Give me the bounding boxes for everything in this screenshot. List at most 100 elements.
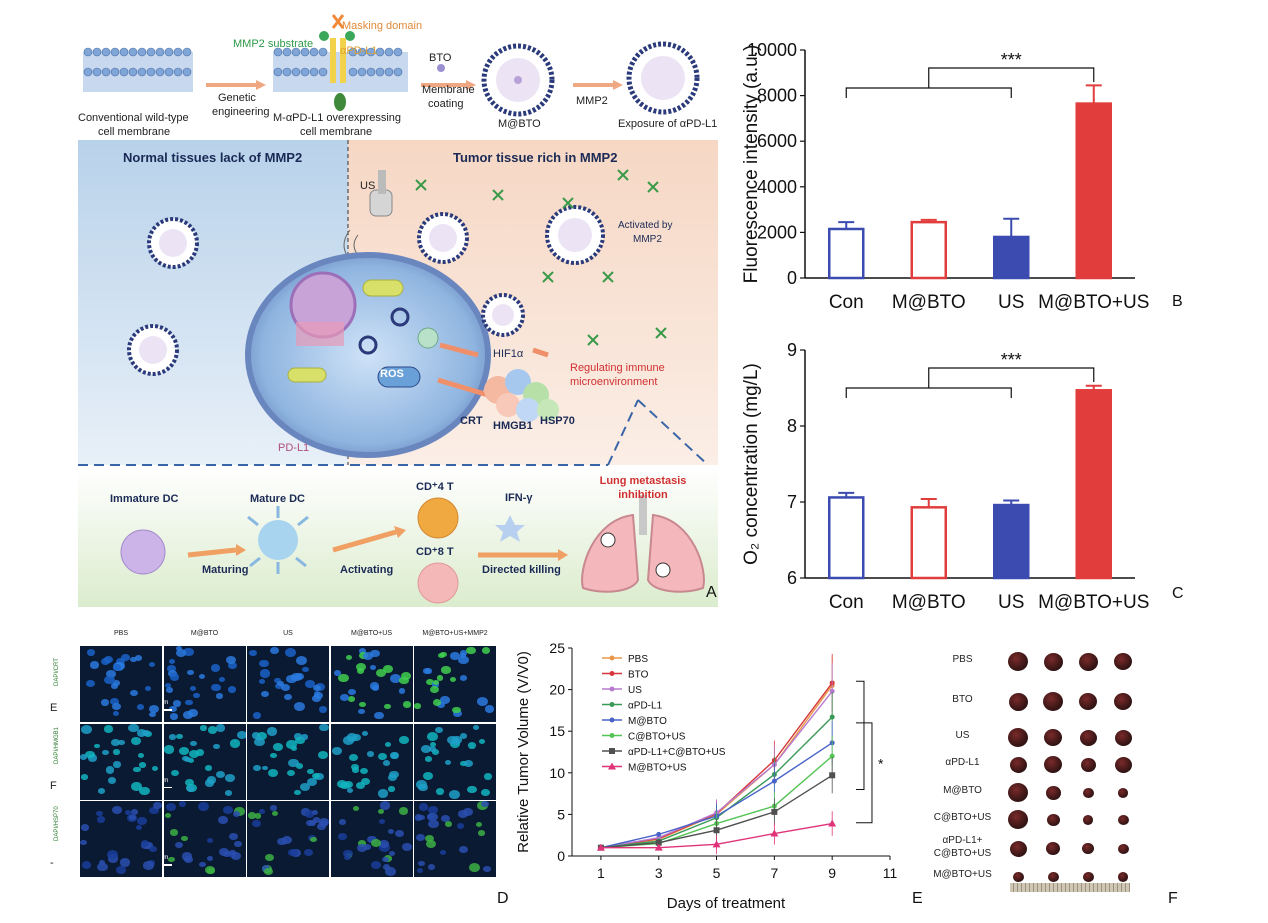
- label-us-schematic: US: [360, 180, 376, 192]
- chart-b-ylabel: Fluorescence intensity (a.u.): [741, 45, 762, 284]
- micro-scale-bar: [163, 786, 172, 788]
- micro-image: [330, 646, 413, 722]
- micro-image: [247, 646, 329, 722]
- tumor-group-label: US: [955, 730, 970, 741]
- chart-b-bar: [993, 235, 1030, 280]
- label-directed-killing: Directed killing: [482, 564, 561, 576]
- mbto-particle-top: [481, 43, 555, 117]
- chart-e-xtick-label: 3: [655, 865, 663, 881]
- label-genetic-2: engineering: [212, 106, 270, 118]
- mature-dc-icon: [247, 506, 309, 574]
- chart-e-xtick-label: 11: [883, 865, 898, 881]
- micro-column-label: US: [283, 630, 293, 637]
- chart-c-category-label: Con: [829, 592, 864, 613]
- ruler: [1010, 883, 1130, 892]
- tumor-sample: [1047, 871, 1059, 882]
- chart-b-category-label: US: [998, 292, 1024, 313]
- micro-row-letter: E: [50, 702, 58, 714]
- tumor-sample: [1008, 692, 1028, 711]
- micro-column-label: PBS: [113, 630, 128, 637]
- label-regulating-1: Regulating immune: [570, 362, 665, 374]
- label-exposure: Exposure of αPD-L1: [618, 118, 718, 130]
- tumor-sample: [1008, 810, 1028, 829]
- label-membrane-1: Membrane: [422, 84, 475, 96]
- chart-e-point: [829, 772, 836, 779]
- tumor-group-label: M@BTO+US: [933, 869, 992, 880]
- chart-c-significance-bracket: [845, 367, 1095, 398]
- chart-e-point: [829, 688, 835, 694]
- label-wildtype-1: Conventional wild-type: [78, 112, 189, 124]
- micro-image: 50 μm: [163, 801, 246, 877]
- micro-column-label: M@BTO: [190, 630, 219, 637]
- micro-stain-label: DAPI/HMGB1: [54, 726, 60, 764]
- chart-c-bar: [910, 506, 947, 580]
- chart-e-xtick-label: 9: [828, 865, 836, 881]
- tumor-sample: [1008, 783, 1028, 802]
- tumor-group-label: C@BTO+US: [933, 848, 992, 859]
- chart-e-xlabel: Days of treatment: [667, 895, 786, 912]
- chart-e-xtick-label: 5: [713, 865, 721, 881]
- tumor-group-label: PBS: [952, 654, 973, 665]
- panel-letter-e: E: [912, 890, 923, 907]
- micro-image: [414, 801, 496, 877]
- tumor-sample: [1080, 757, 1096, 772]
- label-hsp70: HSP70: [540, 415, 575, 427]
- panel-letter-b: B: [1172, 293, 1183, 310]
- tumor-sample: [1008, 728, 1028, 747]
- tumor-group-label: BTO: [952, 694, 973, 705]
- micro-image: [414, 646, 496, 722]
- tumor-sample: [1044, 729, 1062, 747]
- micro-image: 50 μm: [163, 723, 246, 800]
- micro-image: [330, 723, 413, 800]
- tumor-sample: [1082, 787, 1094, 798]
- panel-a-schematic: Conventional wild-type cell membrane Gen…: [78, 10, 718, 610]
- chart-e-point: [713, 827, 720, 834]
- chart-e-legend-label: M@BTO: [628, 716, 667, 727]
- micro-scale-bar: [163, 709, 172, 711]
- micro-image: [80, 801, 162, 877]
- micro-row-letter: -: [50, 857, 54, 869]
- chart-e-legend-marker: [609, 748, 615, 754]
- chart-c-ylabel: O₂ concentration (mg/L): [741, 363, 762, 565]
- chart-b-bar: [828, 227, 865, 280]
- tumor-sample: [1118, 788, 1128, 798]
- chart-e-xtick-label: 1: [597, 865, 605, 881]
- chart-b-ytick-label: 4000: [757, 177, 797, 197]
- tumor-photo-panel: PBS BTO US αPD-L1 M@BTO C@BTO+US αPD-L1+ C@BTO+…: [925, 638, 1175, 908]
- chart-e-legend-label: US: [628, 685, 642, 696]
- label-tumor-tissue: Tumor tissue rich in MMP2: [453, 150, 618, 165]
- label-wildtype-2: cell membrane: [98, 126, 171, 138]
- chart-b-ytick-label: 10000: [747, 40, 797, 60]
- chart-b-ytick-label: 8000: [757, 86, 797, 106]
- tumor-sample: [1078, 652, 1098, 671]
- micro-image: [414, 723, 496, 800]
- micro-stain-label: DAPI/HSP70: [54, 806, 60, 841]
- panel-letter-d: D: [497, 890, 509, 907]
- microscopy-grid: PBS M@BTO US M@BTO+US M@BTO+US+MMP2 E DAPI/CRT…: [50, 628, 500, 893]
- chart-e-ytick-label: 10: [549, 765, 565, 781]
- tumor-sample: [1114, 653, 1132, 671]
- micro-image: [247, 801, 329, 877]
- chart-e-xtick-label: 7: [770, 865, 778, 881]
- scissors-icons: [415, 169, 667, 346]
- chart-e-point: [771, 808, 778, 815]
- panel-letter-a: A: [706, 584, 717, 601]
- tumor-sample: [1082, 871, 1094, 882]
- chart-e-point: [656, 831, 662, 837]
- chart-e-point: [654, 843, 663, 851]
- chart-e-ytick-label: 5: [557, 806, 565, 822]
- tumor-sample: [1046, 813, 1060, 826]
- label-bto: BTO: [429, 52, 452, 64]
- tumor-sample: [1043, 652, 1063, 671]
- micro-image: [247, 723, 329, 800]
- label-membrane-2: coating: [428, 98, 464, 110]
- chart-c-ytick-label: 6: [787, 568, 797, 588]
- chart-e-legend-label: M@BTO+US: [628, 763, 687, 774]
- chart-e-legend-marker: [608, 762, 616, 770]
- label-ifn: IFN-γ: [505, 492, 533, 504]
- tumor-sample: [1009, 840, 1027, 857]
- label-overexp-1: M-αPD-L1 overexpressing: [273, 112, 402, 124]
- tumor-group-label: C@BTO+US: [933, 812, 992, 823]
- chart-e-point: [596, 843, 605, 851]
